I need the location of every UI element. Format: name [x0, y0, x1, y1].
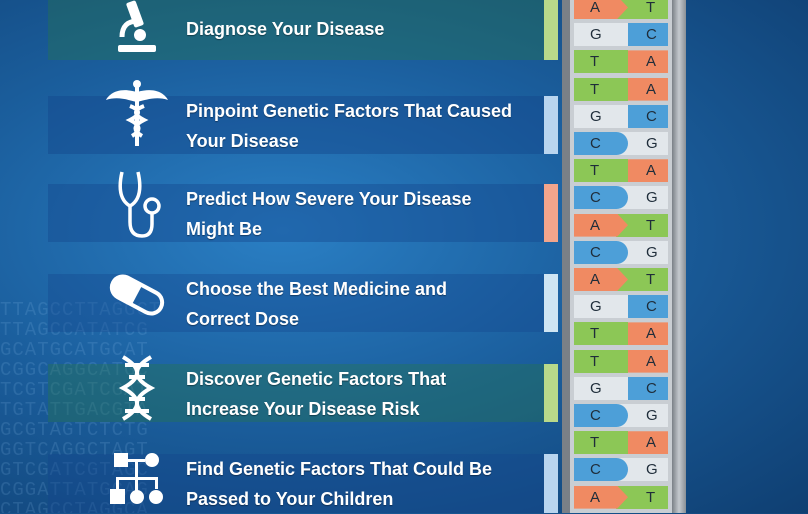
base-g: G [616, 186, 668, 210]
item-label: Diagnose Your Disease [186, 19, 385, 39]
base-c: C [574, 240, 628, 264]
base-c: C [574, 186, 628, 210]
base-t: T [616, 268, 668, 291]
microscope-icon [104, 0, 170, 60]
list-item: Pinpoint Genetic Factors That Caused You… [0, 74, 560, 164]
base-c: C [574, 404, 628, 427]
base-t: T [574, 349, 628, 373]
base-c: C [574, 458, 628, 482]
base-a: A [574, 485, 628, 509]
base-g: G [574, 376, 628, 400]
base-t: T [574, 77, 628, 101]
base-a: A [616, 77, 668, 101]
base-g: G [616, 404, 668, 427]
row-stub [544, 0, 558, 60]
row-stub [544, 454, 558, 513]
family-tree-icon [104, 448, 170, 512]
item-label: Pinpoint Genetic Factors That Caused You… [186, 101, 513, 151]
base-t: T [616, 485, 668, 509]
caduceus-icon [104, 78, 170, 150]
base-c: C [616, 104, 668, 128]
item-label: Choose the Best Medicine and Correct Dos… [186, 279, 448, 329]
stethoscope-icon [104, 168, 170, 242]
base-a: A [616, 431, 668, 455]
base-c: C [574, 132, 628, 155]
pill-icon [104, 262, 170, 328]
base-t: T [574, 431, 628, 455]
base-c: C [616, 376, 668, 400]
base-a: A [616, 159, 668, 183]
base-t: T [574, 159, 628, 183]
row-stub [544, 184, 558, 242]
base-c: C [616, 23, 668, 47]
base-g: G [574, 23, 628, 47]
base-g: G [574, 104, 628, 128]
ladder-rail-left [562, 0, 570, 513]
item-label: Discover Genetic Factors That Increase Y… [186, 369, 447, 419]
row-stub [544, 96, 558, 154]
item-label: Predict How Severe Your Disease Might Be [186, 189, 472, 239]
list-item: Discover Genetic Factors That Increase Y… [0, 342, 560, 432]
list-item: Find Genetic Factors That Could Be Passe… [0, 432, 560, 513]
base-c: C [616, 295, 668, 319]
base-g: G [616, 132, 668, 155]
base-a: A [616, 322, 668, 346]
row-stub [544, 274, 558, 332]
base-a: A [574, 0, 628, 19]
base-g: G [574, 295, 628, 319]
list-item: Choose the Best Medicine and Correct Dos… [0, 252, 560, 342]
base-a: A [574, 268, 628, 291]
base-a: A [574, 213, 628, 237]
item-label: Find Genetic Factors That Could Be Passe… [186, 459, 493, 509]
base-g: G [616, 240, 668, 264]
base-t: T [574, 322, 628, 346]
benefits-list: Diagnose Your Disease Pinpoint Genetic F… [0, 0, 560, 513]
row-stub [544, 364, 558, 422]
base-t: T [616, 0, 668, 19]
row-band [48, 454, 554, 513]
base-t: T [616, 213, 668, 237]
base-a: A [616, 349, 668, 373]
ladder-rail-right [672, 0, 686, 513]
base-g: G [616, 458, 668, 482]
base-a: A [616, 50, 668, 74]
dna-icon [104, 352, 170, 424]
list-item: Diagnose Your Disease [0, 0, 560, 82]
list-item: Predict How Severe Your Disease Might Be [0, 162, 560, 252]
base-t: T [574, 50, 628, 74]
